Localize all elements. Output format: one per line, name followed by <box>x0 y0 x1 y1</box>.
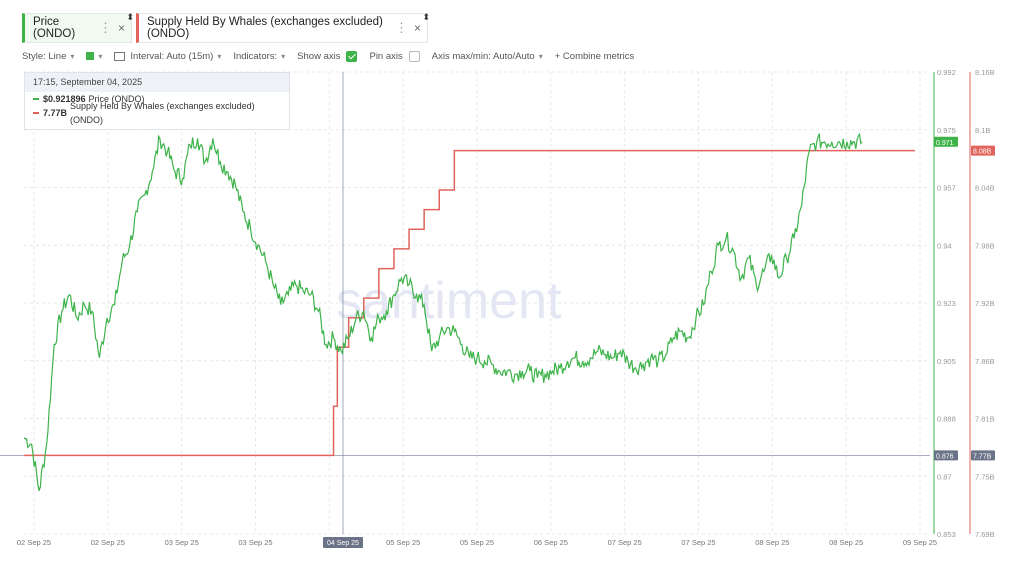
x-tick-label: 07 Sep 25 <box>681 538 715 547</box>
combine-metrics-button[interactable]: + Combine metrics <box>555 51 634 62</box>
metric-tabs: Price (ONDO) ⋮ × ⬍ Supply Held By Whales… <box>22 12 430 45</box>
drag-handle-icon[interactable]: ⬍ <box>422 12 430 22</box>
price-current-badge: 0.971 <box>936 140 954 147</box>
chart-toolbar: Style: Line ▾ ▾ Interval: Auto (15m) ▾ Ind… <box>22 48 646 64</box>
combine-metrics-label: + Combine metrics <box>554 50 635 62</box>
show-axis-checkbox[interactable] <box>346 50 358 62</box>
supply-whales-series-line <box>24 149 915 457</box>
supply-tick-label: 8.16B <box>975 68 995 77</box>
tooltip-supply-value: 7.77B <box>42 108 67 118</box>
chevron-down-icon: ▾ <box>98 51 103 61</box>
price-tick-label: 0.87 <box>937 472 952 481</box>
pin-axis-label: Pin axis <box>369 50 403 62</box>
price-tick-label: 0.992 <box>937 68 956 77</box>
show-axis-toggle[interactable]: Show axis <box>297 50 358 62</box>
pin-axis-toggle[interactable]: Pin axis <box>369 50 420 62</box>
price-tick-label: 0.975 <box>937 126 956 135</box>
pin-axis-checkbox[interactable] <box>408 50 420 62</box>
x-tick-label: 02 Sep 25 <box>17 538 51 547</box>
drag-handle-icon[interactable]: ⬍ <box>126 12 134 22</box>
style-dropdown[interactable]: Style: Line ▾ <box>22 51 74 62</box>
price-tick-label: 0.923 <box>937 299 956 308</box>
price-tick-label: 0.853 <box>937 530 956 539</box>
indicators-dropdown[interactable]: Indicators: ▾ <box>233 51 285 62</box>
close-icon[interactable]: × <box>117 21 125 35</box>
supply-tick-label: 7.75B <box>975 472 995 481</box>
price-tick-label: 0.957 <box>937 184 956 193</box>
color-swatch <box>86 52 95 60</box>
supply-tick-label: 7.92B <box>975 299 995 308</box>
color-dropdown[interactable]: ▾ <box>86 52 102 61</box>
calendar-icon <box>114 51 126 61</box>
price-axis-labels: 0.992 0.975 0.957 0.94 0.923 0.905 0.888 0.87 0.… <box>937 68 956 539</box>
x-tick-label: 02 Sep 25 <box>91 538 125 547</box>
axis-maxmin-dropdown[interactable]: Axis max/min: Auto/Auto ▾ <box>432 51 543 62</box>
chevron-down-icon: ▾ <box>281 51 286 61</box>
tooltip-date: 17:15, September 04, 2025 <box>25 73 289 92</box>
interval-dropdown[interactable]: Interval: Auto (15m) ▾ <box>114 51 221 62</box>
supply-tick-label: 7.81B <box>975 415 995 424</box>
supply-legend-marker <box>33 112 39 114</box>
x-tick-label: 07 Sep 25 <box>608 538 642 547</box>
more-options-icon[interactable]: ⋮ <box>98 20 112 35</box>
price-legend-marker <box>33 98 39 100</box>
chevron-down-icon: ▾ <box>538 51 543 61</box>
x-crosshair-badge-bg <box>323 537 363 548</box>
close-icon[interactable]: × <box>413 21 421 35</box>
chevron-down-icon: ▾ <box>217 51 222 61</box>
price-series-line <box>23 132 863 491</box>
tooltip-supply-label: Supply Held By Whales (exchanges exclude… <box>70 101 255 125</box>
supply-tick-label: 8.04B <box>975 184 995 193</box>
price-tick-label: 0.94 <box>937 241 952 250</box>
x-tick-label: 03 Sep 25 <box>165 538 199 547</box>
price-tick-label: 0.888 <box>937 415 956 424</box>
interval-label: Interval: Auto (15m) <box>130 50 214 62</box>
supply-crosshair-badge: 7.77B <box>973 453 992 460</box>
tab-supply-whales[interactable]: Supply Held By Whales (exchanges exclude… <box>136 12 430 43</box>
x-tick-label: 05 Sep 25 <box>386 538 420 547</box>
tab-supply-label: Supply Held By Whales (exchanges exclude… <box>147 16 383 40</box>
x-tick-label: 08 Sep 25 <box>755 538 789 547</box>
supply-tick-label: 7.86B <box>975 357 995 366</box>
tooltip-price-row: $0.921896 Price (ONDO) <box>25 92 289 106</box>
santiment-watermark: santiment <box>336 272 562 330</box>
axis-maxmin-label: Axis max/min: Auto/Auto <box>431 50 535 62</box>
chevron-down-icon: ▾ <box>70 51 75 61</box>
x-crosshair-badge: 04 Sep 25 <box>327 540 359 547</box>
x-tick-label: 06 Sep 25 <box>534 538 568 547</box>
style-label: Style: Line <box>22 50 67 62</box>
price-crosshair-badge-bg <box>934 450 958 461</box>
price-tick-label: 0.905 <box>937 357 956 366</box>
tab-price-ondo[interactable]: Price (ONDO) ⋮ × ⬍ <box>22 12 134 43</box>
show-axis-label: Show axis <box>297 50 341 62</box>
price-crosshair-badge: 0.876 <box>936 453 954 460</box>
x-axis-labels: 02 Sep 25 02 Sep 25 03 Sep 25 03 Sep 25 05 S… <box>17 538 937 547</box>
supply-current-badge-bg <box>971 145 995 156</box>
x-tick-label: 08 Sep 25 <box>829 538 863 547</box>
indicators-label: Indicators: <box>233 50 278 62</box>
tooltip-price-label: Price (ONDO) <box>88 94 145 104</box>
tooltip-price-value: $0.921896 <box>43 94 86 104</box>
supply-current-badge: 8.08B <box>973 149 992 156</box>
more-options-icon[interactable]: ⋮ <box>394 20 408 35</box>
supply-axis-labels: 8.16B 8.1B 8.04B 7.98B 7.92B 7.86B 7.81B 7.75B 7… <box>975 68 995 539</box>
tab-price-label: Price (ONDO) <box>33 16 76 40</box>
tooltip-supply-row: 7.77B Supply Held By Whales (exchanges e… <box>25 101 289 125</box>
supply-tick-label: 7.98B <box>975 241 995 250</box>
supply-tick-label: 8.1B <box>975 126 990 135</box>
supply-tick-label: 7.69B <box>975 530 995 539</box>
chart-tooltip: 17:15, September 04, 2025 $0.921896 Pric… <box>24 72 290 130</box>
x-tick-label: 05 Sep 25 <box>460 538 494 547</box>
x-tick-label: 09 Sep 25 <box>903 538 937 547</box>
axis-value-badges: 0.971 8.08B 0.876 7.77B 04 Sep 25 <box>323 136 995 548</box>
price-current-badge-bg <box>934 136 958 147</box>
x-tick-label: 03 Sep 25 <box>238 538 272 547</box>
supply-crosshair-badge-bg <box>971 450 995 461</box>
